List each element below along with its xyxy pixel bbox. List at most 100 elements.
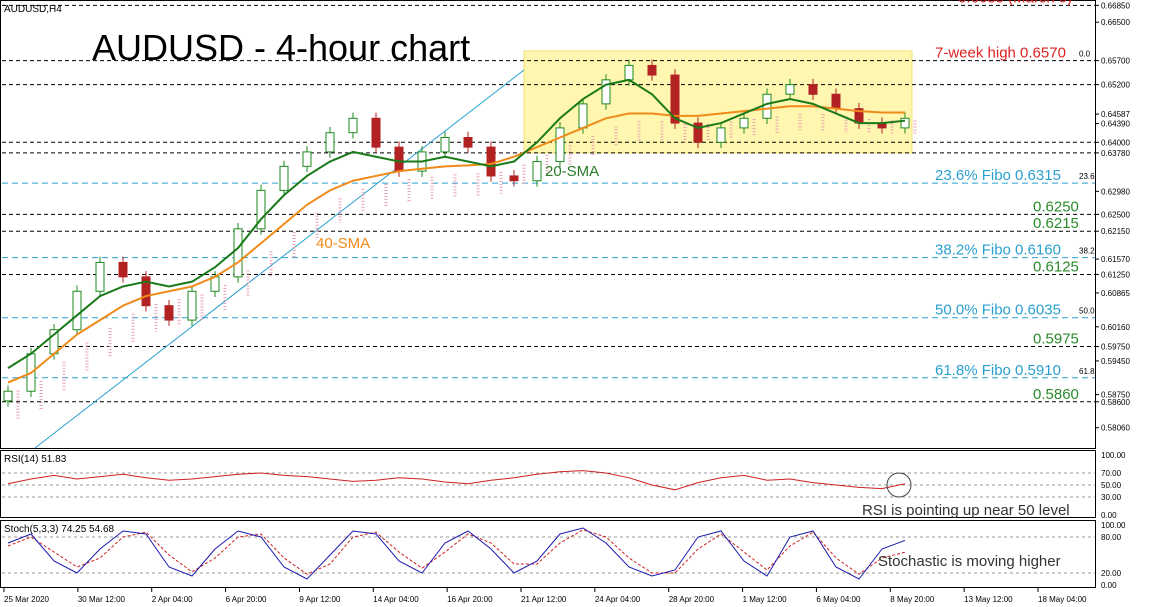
x-tick-label: 1 May 12:00	[743, 595, 788, 604]
candle-body	[785, 84, 795, 95]
x-tick-label: 14 Apr 04:00	[373, 595, 419, 604]
candle-body	[72, 290, 82, 331]
y-tick-label: 0.63780	[1101, 149, 1130, 158]
stoch-tick-label: 0.00	[1101, 581, 1117, 590]
level-label: 50.0% Fibo 0.6035	[935, 302, 1061, 319]
y-tick-label: 0.58060	[1101, 424, 1130, 433]
fibo-tag: 61.8	[1079, 367, 1095, 376]
level-label: 0.6250	[1033, 198, 1079, 215]
candle-body	[831, 93, 841, 110]
fibo-tag: 50.0	[1079, 307, 1095, 316]
rsi-line	[7, 470, 906, 491]
time-x-axis: 25 Mar 2020 30 Mar 12:00 2 Apr 04:00 6 Apr …	[3, 588, 1087, 604]
ascending-trendline	[34, 69, 525, 449]
rsi-tick-label: 50.00	[1101, 481, 1122, 490]
stoch-tick-label: 80.00	[1101, 533, 1122, 542]
sma20-annotation: 20-SMA	[545, 163, 599, 180]
sma40-line	[7, 105, 905, 384]
rsi-header: RSI(14) 51.83	[4, 454, 67, 465]
candle-body	[394, 146, 404, 172]
level-label: 0.6215	[1033, 215, 1079, 232]
candle-body	[256, 189, 266, 230]
y-tick-label: 0.65200	[1101, 81, 1130, 90]
rsi-panel-frame	[0, 450, 1096, 518]
rsi-tick-label: 30.00	[1101, 493, 1122, 502]
x-tick-label: 25 Mar 2020	[4, 595, 49, 604]
candle-body	[187, 290, 197, 321]
ichimoku-cloud	[16, 114, 917, 421]
level-label: 38.2% Fibo 0.6160	[935, 242, 1061, 259]
horizontal-levels	[2, 4, 1095, 403]
x-tick-label: 30 Mar 12:00	[78, 595, 126, 604]
y-tick-label: 0.64000	[1101, 138, 1130, 147]
y-tick-label: 0.62500	[1101, 210, 1130, 219]
rsi-note: RSI is pointing up near 50 level	[862, 502, 1070, 519]
y-tick-label: 0.60160	[1101, 323, 1130, 332]
candle-body	[233, 228, 243, 278]
level-labels: 0.6685 (March 9) 7-week high 0.6570 0.0 23.…	[935, 0, 1095, 403]
candle-body	[532, 161, 542, 182]
y-tick-label: 0.58750	[1101, 391, 1130, 400]
x-tick-label: 2 Apr 04:00	[152, 595, 193, 604]
stoch-panel: 100.00 80.00 20.00 0.00	[2, 521, 1126, 590]
rsi-tick-label: 0.00	[1101, 511, 1117, 520]
candle-body	[463, 137, 473, 148]
x-tick-label: 8 May 20:00	[890, 595, 935, 604]
candle-body	[279, 165, 289, 191]
candle-body	[325, 132, 335, 153]
level-label: 7-week high 0.6570	[935, 45, 1066, 62]
fibo-tag: 0.0	[1079, 50, 1091, 59]
y-tick-label: 0.62980	[1101, 187, 1130, 196]
level-label: 0.6685 (March 9)	[958, 0, 1072, 6]
x-tick-label: 6 May 04:00	[816, 595, 861, 604]
x-tick-label: 21 Apr 12:00	[521, 595, 567, 604]
x-tick-label: 6 Apr 20:00	[226, 595, 267, 604]
rsi-tick-label: 100.00	[1101, 451, 1126, 460]
candle-body	[486, 146, 496, 177]
x-tick-label: 9 Apr 12:00	[299, 595, 340, 604]
y-tick-label: 0.59750	[1101, 343, 1130, 352]
y-tick-label: 0.61570	[1101, 255, 1130, 264]
y-tick-label: 0.59450	[1101, 357, 1130, 366]
x-tick-label: 18 May 04:00	[1038, 595, 1087, 604]
candle-body	[118, 261, 128, 278]
y-tick-label: 0.62150	[1101, 227, 1130, 236]
sma40-annotation: 40-SMA	[316, 235, 370, 252]
y-tick-label: 0.58600	[1101, 398, 1130, 407]
candle-body	[716, 127, 726, 143]
sma20-line	[7, 78, 906, 370]
candle-body	[302, 151, 312, 167]
candle-body	[3, 390, 13, 402]
candle-body	[164, 305, 174, 321]
x-tick-label: 24 Apr 04:00	[595, 595, 641, 604]
y-tick-label: 0.66500	[1101, 18, 1130, 27]
candle-body	[762, 93, 772, 119]
candle-body	[808, 84, 818, 95]
stoch-main-line	[7, 527, 906, 580]
x-tick-label: 13 May 12:00	[964, 595, 1013, 604]
y-tick-label: 0.65700	[1101, 57, 1130, 66]
candle-body	[624, 64, 634, 81]
rsi-highlight-circle	[886, 472, 912, 498]
level-label: 0.5975	[1033, 331, 1079, 348]
candle-body	[647, 64, 657, 76]
candle-body	[739, 117, 749, 129]
rsi-tick-label: 70.00	[1101, 469, 1122, 478]
candle-body	[509, 175, 519, 182]
stoch-header: Stoch(5,3,3) 74.25 54.68	[4, 524, 115, 535]
price-panel-frame	[0, 0, 1096, 449]
candle-body	[555, 127, 565, 163]
x-tick-label: 28 Apr 20:00	[669, 595, 715, 604]
level-label: 0.6125	[1033, 258, 1079, 275]
y-tick-label: 0.64587	[1101, 110, 1130, 119]
level-label: 0.5860	[1033, 386, 1079, 403]
stoch-tick-label: 100.00	[1101, 521, 1126, 530]
symbol-label: AUDUSD,H4	[4, 4, 62, 15]
fibo-tag: 38.2	[1079, 247, 1095, 256]
candle-body	[900, 117, 910, 129]
level-label: 61.8% Fibo 0.5910	[935, 362, 1061, 379]
stoch-note: Stochastic is moving higher	[878, 553, 1061, 570]
chart-title: AUDUSD - 4-hour chart	[92, 27, 470, 68]
candle-body	[670, 74, 680, 124]
